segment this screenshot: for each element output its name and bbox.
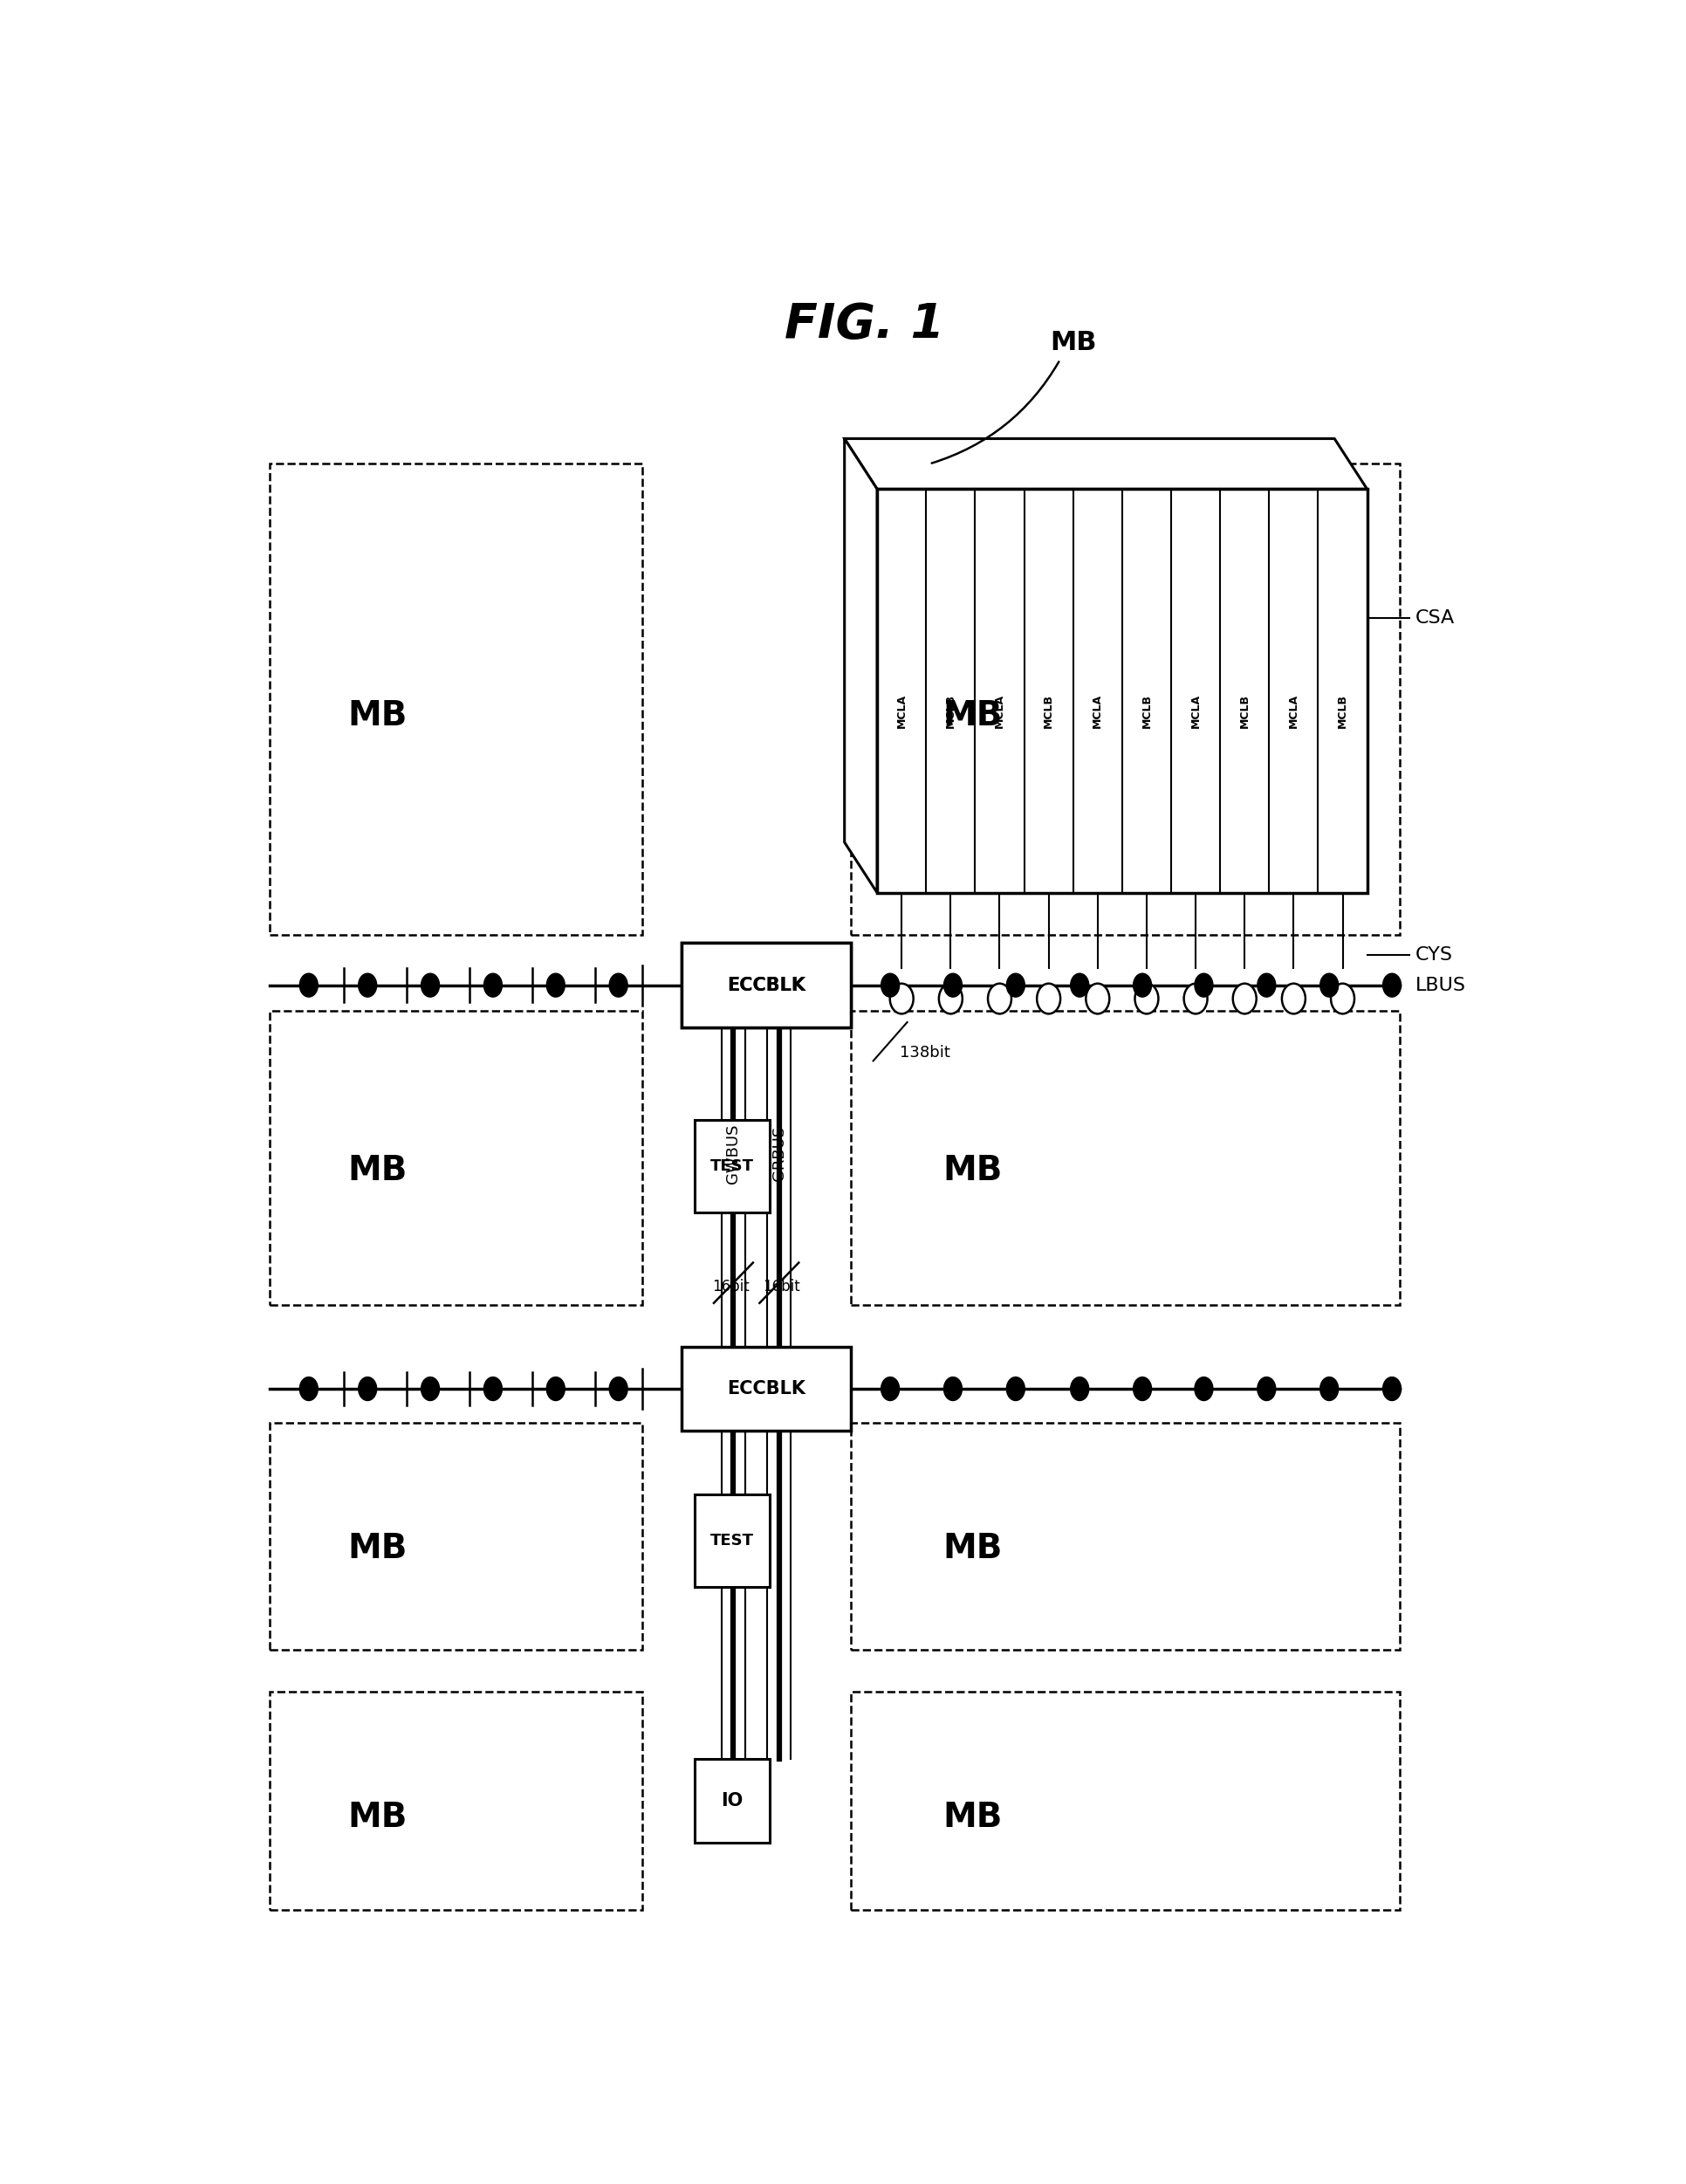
- Circle shape: [944, 1378, 963, 1400]
- Bar: [695, 1494, 771, 1588]
- Circle shape: [1135, 983, 1158, 1013]
- Circle shape: [1258, 974, 1276, 996]
- Circle shape: [359, 974, 376, 996]
- Bar: [851, 1422, 1399, 1649]
- Bar: [851, 1011, 1399, 1304]
- Bar: [681, 943, 851, 1026]
- Circle shape: [1320, 1378, 1339, 1400]
- Circle shape: [422, 974, 440, 996]
- Circle shape: [546, 1378, 565, 1400]
- Circle shape: [944, 974, 963, 996]
- Text: FIG. 1: FIG. 1: [784, 301, 944, 347]
- Circle shape: [1232, 983, 1256, 1013]
- Circle shape: [1330, 983, 1354, 1013]
- Bar: [681, 943, 851, 1026]
- Circle shape: [359, 1378, 376, 1400]
- Circle shape: [1320, 974, 1339, 996]
- Bar: [695, 1758, 771, 1843]
- Text: 16bit: 16bit: [764, 1278, 801, 1295]
- Text: MB: MB: [942, 1153, 1001, 1186]
- Text: GWBUS: GWBUS: [725, 1123, 742, 1184]
- Text: MCLB: MCLB: [1141, 695, 1152, 727]
- Circle shape: [1184, 983, 1207, 1013]
- Circle shape: [1037, 983, 1060, 1013]
- Text: MCLA: MCLA: [1190, 695, 1202, 727]
- Text: 138bit: 138bit: [899, 1044, 949, 1059]
- Text: GRBUS: GRBUS: [771, 1125, 787, 1182]
- Text: MB: MB: [347, 1153, 408, 1186]
- Bar: [851, 463, 1399, 935]
- Bar: [270, 1422, 642, 1649]
- Circle shape: [300, 1378, 319, 1400]
- Text: 16bit: 16bit: [711, 1278, 750, 1295]
- Bar: [270, 1011, 642, 1304]
- Circle shape: [882, 1378, 899, 1400]
- Bar: [695, 1120, 771, 1212]
- Text: MB: MB: [347, 699, 408, 732]
- Text: CYS: CYS: [1416, 946, 1453, 963]
- Bar: [851, 1690, 1399, 1911]
- Circle shape: [988, 983, 1012, 1013]
- Text: ECCBLK: ECCBLK: [727, 976, 806, 994]
- Circle shape: [422, 1378, 440, 1400]
- Text: MCLB: MCLB: [1239, 695, 1251, 727]
- Circle shape: [882, 974, 899, 996]
- Circle shape: [1133, 974, 1152, 996]
- Text: ECCBLK: ECCBLK: [727, 976, 806, 994]
- Text: MCLA: MCLA: [895, 695, 907, 727]
- Circle shape: [1281, 983, 1305, 1013]
- Text: CSA: CSA: [1416, 609, 1455, 627]
- Text: TEST: TEST: [710, 1158, 754, 1173]
- Text: MB: MB: [347, 1531, 408, 1566]
- Text: MB: MB: [347, 1802, 408, 1835]
- Text: LBUS: LBUS: [1416, 976, 1467, 994]
- Circle shape: [609, 974, 627, 996]
- Circle shape: [1007, 1378, 1025, 1400]
- Text: ECCBLK: ECCBLK: [727, 1380, 806, 1398]
- Text: MB: MB: [942, 1802, 1001, 1835]
- Text: MCLA: MCLA: [1093, 695, 1103, 727]
- Circle shape: [1383, 1378, 1401, 1400]
- Text: MCLA: MCLA: [995, 695, 1005, 727]
- Text: IO: IO: [722, 1793, 744, 1811]
- Bar: [877, 489, 1367, 893]
- Circle shape: [484, 1378, 502, 1400]
- Text: MCLB: MCLB: [944, 695, 956, 727]
- Circle shape: [546, 974, 565, 996]
- Bar: [681, 1348, 851, 1431]
- Polygon shape: [845, 439, 1367, 489]
- Circle shape: [1383, 974, 1401, 996]
- Text: MB: MB: [942, 1531, 1001, 1566]
- Text: MCLB: MCLB: [1337, 695, 1349, 727]
- Text: MCLA: MCLA: [1288, 695, 1300, 727]
- Circle shape: [1133, 1378, 1152, 1400]
- Circle shape: [1071, 974, 1089, 996]
- Circle shape: [1007, 974, 1025, 996]
- Circle shape: [1258, 1378, 1276, 1400]
- Circle shape: [1086, 983, 1109, 1013]
- Circle shape: [1195, 974, 1212, 996]
- Circle shape: [1071, 1378, 1089, 1400]
- Text: MB: MB: [942, 699, 1001, 732]
- Circle shape: [1195, 1378, 1212, 1400]
- Circle shape: [609, 1378, 627, 1400]
- Text: MCLB: MCLB: [1044, 695, 1054, 727]
- Circle shape: [890, 983, 914, 1013]
- Circle shape: [484, 974, 502, 996]
- Circle shape: [300, 974, 319, 996]
- Text: TEST: TEST: [710, 1533, 754, 1548]
- Bar: [270, 463, 642, 935]
- Polygon shape: [845, 439, 877, 893]
- Bar: [270, 1690, 642, 1911]
- Text: MB: MB: [1050, 330, 1096, 356]
- Circle shape: [939, 983, 963, 1013]
